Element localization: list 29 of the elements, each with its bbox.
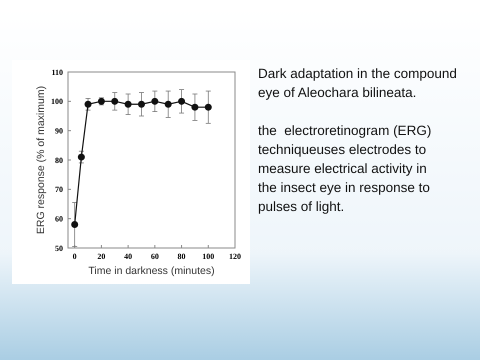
y-tick-label: 80 (55, 156, 63, 165)
text: the electroretinogram (ERG) techniqueuses electrodes to measure electrical activity in the insect eye in response to pulses of light. (258, 123, 432, 214)
x-tick-label: 60 (150, 252, 159, 261)
x-tick-label: 20 (97, 252, 106, 261)
x-axis-title: Time in darkness (minutes) (88, 265, 215, 277)
y-tick-label: 50 (55, 244, 63, 253)
point (84, 100, 92, 108)
y-tick-label: 60 (55, 214, 63, 224)
y-tick-label: 100 (51, 97, 63, 106)
x-tick-label: 0 (72, 252, 77, 261)
point (111, 98, 118, 105)
x-tick-label: 40 (124, 252, 132, 261)
point (191, 104, 198, 111)
y-tick-label: 110 (51, 68, 63, 77)
point (78, 154, 85, 161)
y-tick-label: 90 (55, 126, 63, 136)
point (178, 98, 186, 105)
point (71, 221, 78, 228)
point (204, 104, 212, 111)
text: Dark adaptation in the compound eye of Aleochara bilineata. (258, 66, 457, 100)
point (124, 100, 132, 108)
x-tick-label: 80 (178, 252, 186, 261)
point (151, 98, 158, 105)
y-tick-label: 70 (55, 185, 63, 194)
point (138, 100, 145, 108)
x-tick-label: 120 (229, 252, 241, 261)
x-tick-label: 100 (202, 252, 214, 261)
y-axis-title: ERG response (% of maximum) (35, 86, 47, 234)
point (164, 100, 172, 108)
